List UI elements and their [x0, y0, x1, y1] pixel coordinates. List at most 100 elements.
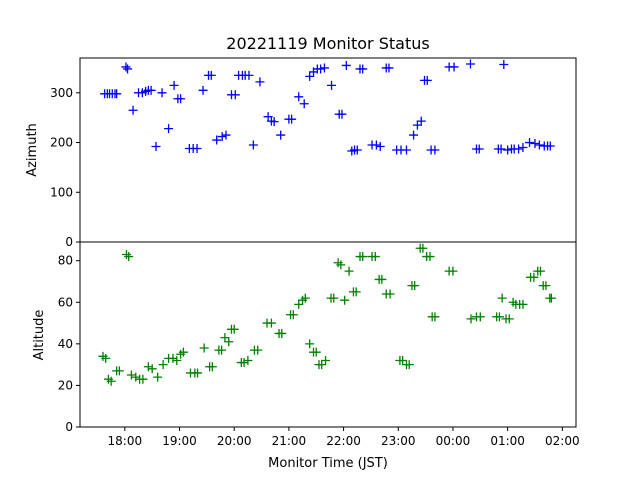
x-tick-label: 01:00	[490, 434, 525, 448]
altitude-point	[321, 355, 331, 365]
altitude-point	[126, 370, 136, 380]
altitude-point	[266, 318, 276, 328]
x-tick-label: 02:00	[545, 434, 580, 448]
altitude-point	[229, 324, 239, 334]
chart-title: 20221119 Monitor Status	[226, 34, 429, 53]
altitude-point	[410, 281, 420, 291]
x-axis-label: Monitor Time (JST)	[268, 456, 388, 471]
azimuth-point	[384, 63, 394, 73]
x-tick-label: 21:00	[272, 434, 307, 448]
altitude-point	[529, 272, 539, 282]
altitude-point	[466, 314, 476, 324]
azimuth-point	[206, 70, 216, 80]
azimuth-point	[496, 144, 506, 154]
altitude-point	[336, 260, 346, 270]
altitude-y-label: Altitude	[32, 310, 47, 361]
altitude-point	[535, 266, 545, 276]
altitude-point	[504, 314, 514, 324]
altitude-point	[193, 368, 203, 378]
altitude-point	[370, 252, 380, 262]
azimuth-point	[352, 145, 362, 155]
azimuth-point	[409, 130, 419, 140]
altitude-point	[494, 312, 504, 322]
azimuth-point	[449, 62, 459, 72]
x-tick-label: 19:00	[162, 434, 197, 448]
altitude-point	[377, 274, 387, 284]
azimuth-point	[128, 105, 138, 115]
azimuth-point	[248, 140, 258, 150]
azimuth-point	[319, 63, 329, 73]
azimuth-point	[212, 135, 222, 145]
altitude-point	[106, 376, 116, 386]
azimuth-point	[422, 75, 432, 85]
azimuth-point	[412, 120, 422, 130]
altitude-point	[224, 337, 234, 347]
altitude-point	[168, 353, 178, 363]
azimuth-point	[169, 80, 179, 90]
x-tick-label: 20:00	[217, 434, 252, 448]
altitude-point	[172, 355, 182, 365]
altitude-point	[288, 310, 298, 320]
azimuth-point	[255, 77, 265, 87]
azimuth-y-tick-label: 200	[50, 136, 73, 150]
azimuth-y-tick-label: 300	[50, 86, 73, 100]
azimuth-point	[337, 109, 347, 119]
azimuth-point	[123, 64, 133, 74]
x-tick-label: 23:00	[381, 434, 416, 448]
azimuth-point	[121, 62, 131, 72]
altitude-point	[418, 243, 428, 253]
altitude-y-tick-label: 80	[58, 254, 73, 268]
azimuth-point	[276, 130, 286, 140]
azimuth-point	[545, 141, 555, 151]
altitude-point	[475, 312, 485, 322]
azimuth-point	[287, 114, 297, 124]
altitude-point	[497, 293, 507, 303]
azimuth-point	[327, 80, 337, 90]
altitude-point	[294, 299, 304, 309]
azimuth-point	[305, 71, 315, 81]
azimuth-point	[176, 94, 186, 104]
altitude-point	[329, 293, 339, 303]
altitude-y-tick-label: 60	[58, 295, 73, 309]
azimuth-y-label: Azimuth	[25, 123, 40, 177]
azimuth-point	[430, 145, 440, 155]
altitude-point	[124, 252, 134, 262]
altitude-point	[430, 312, 440, 322]
azimuth-point	[299, 99, 309, 109]
altitude-point	[199, 343, 209, 353]
altitude-point	[143, 362, 153, 372]
altitude-point	[404, 360, 414, 370]
altitude-point	[358, 252, 368, 262]
azimuth-point	[371, 140, 381, 150]
altitude-point	[220, 333, 230, 343]
azimuth-y-tick-label: 100	[50, 185, 73, 199]
azimuth-point	[416, 116, 426, 126]
altitude-point	[398, 355, 408, 365]
azimuth-point	[474, 144, 484, 154]
altitude-point	[153, 372, 163, 382]
x-tick-label: 00:00	[436, 434, 471, 448]
azimuth-point	[294, 92, 304, 102]
azimuth-point	[499, 59, 509, 69]
azimuth-point	[530, 139, 540, 149]
altitude-point	[207, 362, 217, 372]
altitude-point	[147, 364, 157, 374]
azimuth-point	[164, 124, 174, 134]
altitude-point	[311, 347, 321, 357]
altitude-point	[305, 339, 315, 349]
altitude-point	[131, 372, 141, 382]
altitude-point	[518, 299, 528, 309]
azimuth-point	[192, 144, 202, 154]
azimuth-point	[151, 142, 161, 152]
altitude-point	[243, 355, 253, 365]
altitude-point	[217, 345, 227, 355]
azimuth-point	[518, 143, 528, 153]
azimuth-point	[358, 64, 368, 74]
altitude-point	[121, 249, 131, 259]
altitude-point	[541, 281, 551, 291]
azimuth-point	[157, 88, 167, 98]
altitude-series	[98, 243, 556, 386]
